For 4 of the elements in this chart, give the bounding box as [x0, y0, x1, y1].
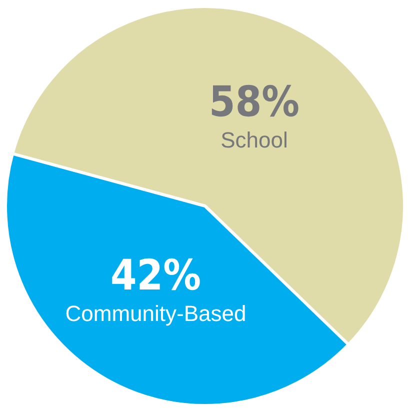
slice-label: Community-Based — [65, 300, 246, 326]
data-label: 42% — [110, 250, 201, 300]
data-label: 58% — [209, 77, 300, 126]
slice-label: School — [220, 127, 288, 152]
